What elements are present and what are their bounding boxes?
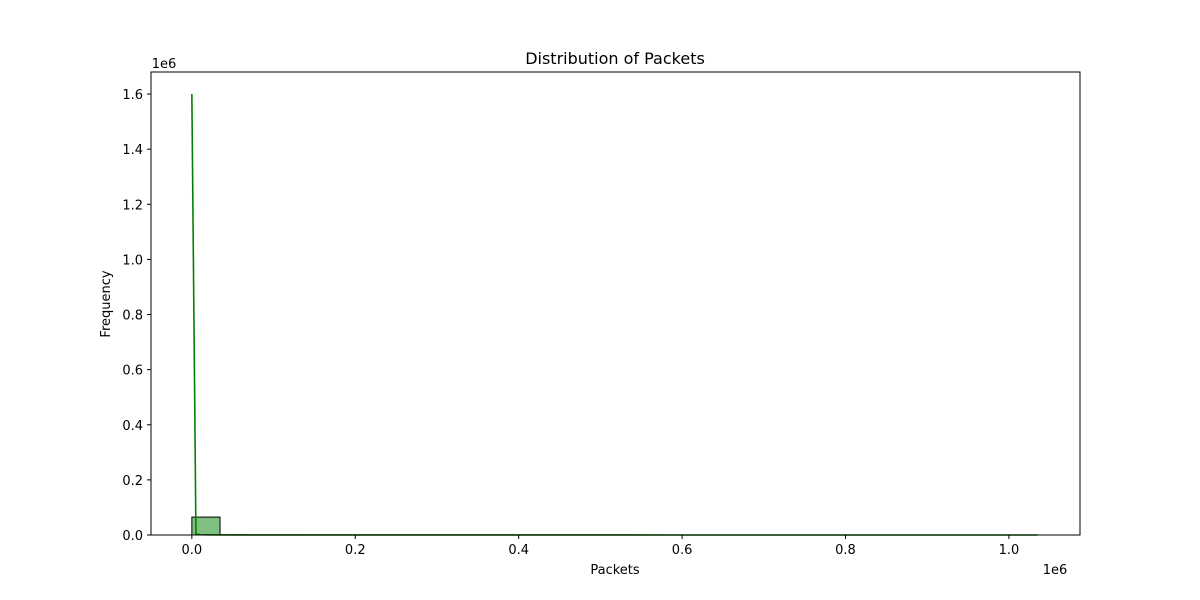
x-tick-label: 0.0 <box>182 543 203 558</box>
chart-title: Distribution of Packets <box>525 49 705 68</box>
y-tick-label: 0.0 <box>122 529 143 544</box>
y-tick-label: 0.4 <box>122 419 143 434</box>
x-tick-label: 0.2 <box>345 543 366 558</box>
plot-area <box>150 71 1081 536</box>
histogram-bars <box>191 516 1039 536</box>
y-tick-label: 1.0 <box>122 253 143 268</box>
y-tick-label: 1.4 <box>122 143 143 158</box>
y-tick-label: 0.6 <box>122 364 143 379</box>
x-tick-label: 0.6 <box>672 543 693 558</box>
x-tick-label: 0.4 <box>508 543 529 558</box>
x-offset-text: 1e6 <box>1043 563 1068 578</box>
y-axis-label: Frequency <box>99 270 114 337</box>
x-tick-label: 1.0 <box>999 543 1020 558</box>
y-tick-label: 1.2 <box>122 198 143 213</box>
plot-frame <box>150 71 1081 536</box>
kde-curve <box>191 94 1038 536</box>
x-axis-label: Packets <box>590 563 640 578</box>
y-tick-label: 0.8 <box>122 309 143 324</box>
x-tick-label: 0.8 <box>835 543 856 558</box>
y-tick-label: 1.6 <box>122 88 143 103</box>
y-axis: 0.0 0.2 0.4 0.6 0.8 1.0 1.2 1.4 1.6 <box>122 88 151 544</box>
y-tick-label: 0.2 <box>122 474 143 489</box>
y-offset-text: 1e6 <box>152 57 177 72</box>
x-axis: 0.0 0.2 0.4 0.6 0.8 1.0 <box>182 535 1020 558</box>
